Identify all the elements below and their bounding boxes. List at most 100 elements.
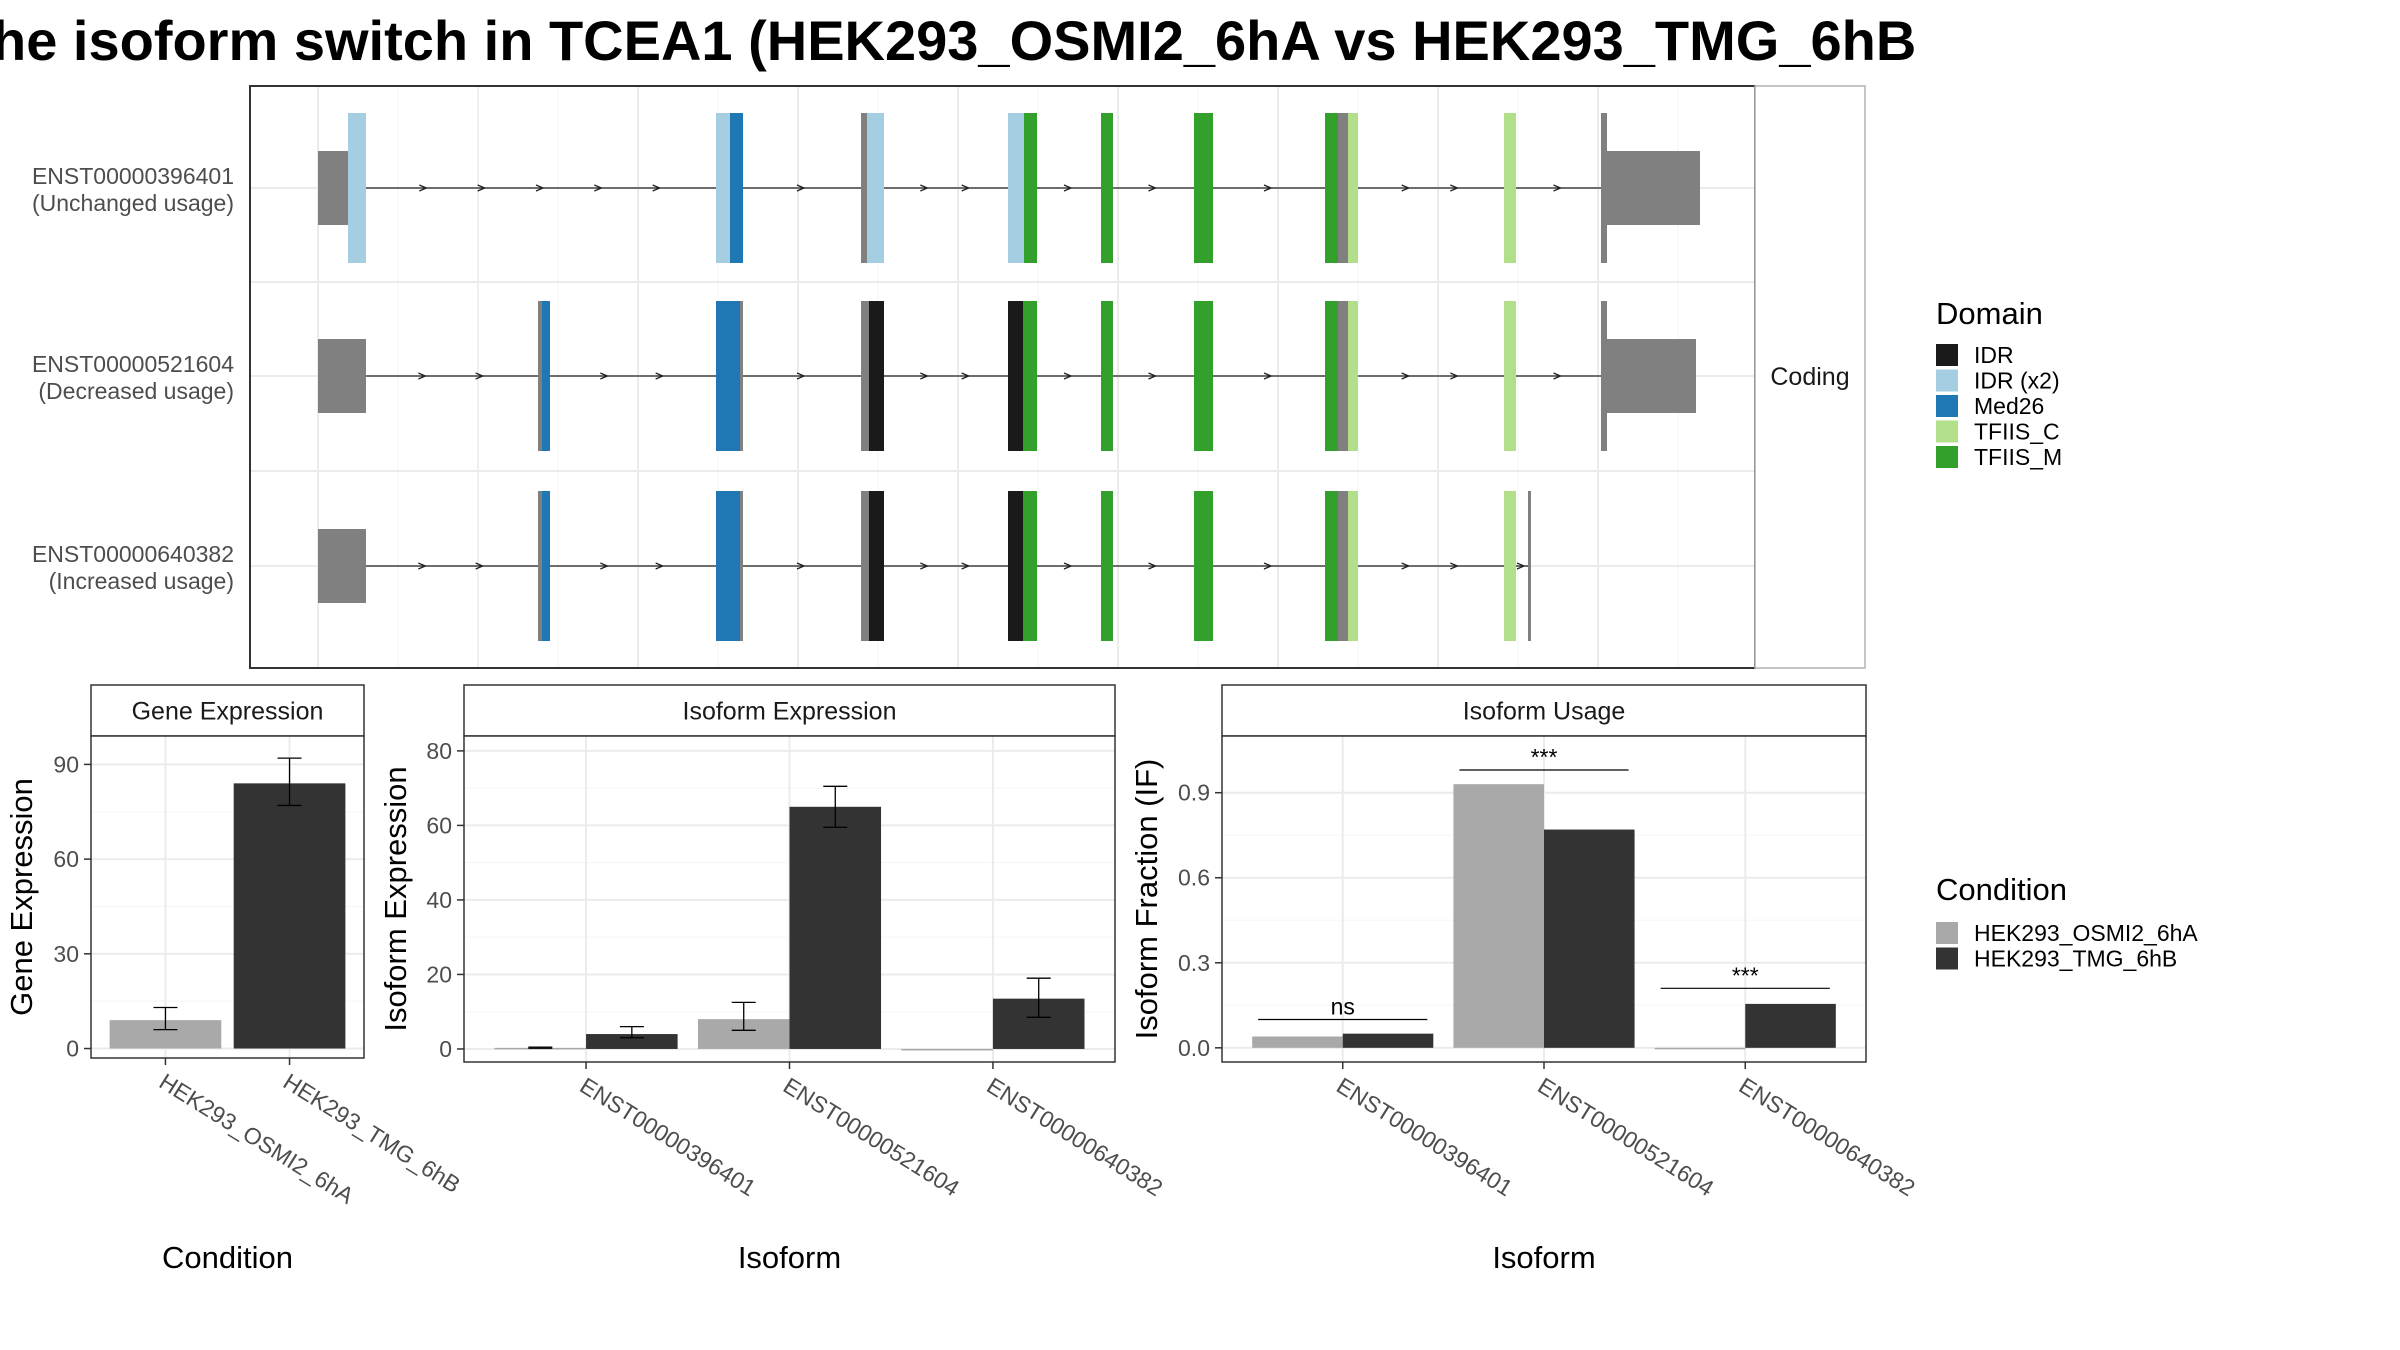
intron-arrow xyxy=(600,562,609,570)
intron-arrow xyxy=(1401,372,1411,380)
intron-arrow xyxy=(594,184,603,192)
domain-segment xyxy=(1194,491,1213,641)
domain-segment xyxy=(1348,113,1358,263)
y-axis-title: Isoform Expression xyxy=(378,766,413,1031)
exon-block xyxy=(1528,491,1531,641)
domain-segment xyxy=(716,301,740,451)
intron-arrow xyxy=(1401,562,1411,570)
isoform-track xyxy=(318,301,1696,451)
intron-arrow xyxy=(920,562,929,570)
isoform-id-label: ENST00000396401 xyxy=(32,163,234,189)
domain-segment xyxy=(730,113,743,263)
y-tick-label: 20 xyxy=(426,961,452,987)
intron-arrow xyxy=(418,562,427,570)
exon-block xyxy=(1607,339,1696,413)
legend-swatch xyxy=(1936,395,1958,417)
exon-block xyxy=(1607,151,1700,225)
legend-swatch xyxy=(1936,446,1958,468)
intron-arrow xyxy=(1148,562,1158,570)
facet-strip-coding xyxy=(1754,85,1866,669)
y-tick-label: 90 xyxy=(53,751,79,777)
y-tick-label: 0 xyxy=(66,1036,79,1062)
x-tick-label: ENST00000640382 xyxy=(982,1072,1167,1201)
isoform-track xyxy=(318,491,1531,641)
domain-segment xyxy=(1194,301,1213,451)
domain-segment xyxy=(1194,113,1213,263)
legend-label: HEK293_OSMI2_6hA xyxy=(1974,920,2198,946)
x-tick-label: ENST00000521604 xyxy=(1533,1072,1718,1201)
legend-label: HEK293_TMG_6hB xyxy=(1974,946,2177,972)
domain-segment xyxy=(1504,301,1516,451)
x-tick-label: ENST00000640382 xyxy=(1735,1072,1920,1201)
bar xyxy=(1252,1036,1343,1048)
intron-arrow xyxy=(418,372,427,380)
intron-arrow xyxy=(1148,372,1158,380)
legend-swatch xyxy=(1936,922,1958,944)
domain-segment xyxy=(1023,301,1037,451)
domain-segment xyxy=(1023,491,1037,641)
intron-arrow xyxy=(920,372,929,380)
isoform-usage-label: (Unchanged usage) xyxy=(32,190,234,216)
legend-title: Condition xyxy=(1936,872,2067,907)
domain-segment xyxy=(1348,491,1358,641)
intron-arrow xyxy=(1063,562,1073,570)
x-tick-label: ENST00000521604 xyxy=(779,1072,964,1201)
intron-arrow xyxy=(1263,372,1273,380)
isoform-usage-label: (Decreased usage) xyxy=(38,378,234,404)
x-tick-label: ENST00000396401 xyxy=(575,1072,760,1201)
domain-segment xyxy=(867,113,884,263)
legend-label: TFIIS_C xyxy=(1974,419,2060,445)
isoform-id-label: ENST00000521604 xyxy=(32,351,234,377)
panel-border xyxy=(90,735,365,1059)
intron-arrow xyxy=(475,372,485,380)
significance-label: *** xyxy=(1531,744,1558,770)
isoform-usage-panel: Isoform Usage ns *** *** 0.0 0.3 0.6 0.9 ENST000… xyxy=(1129,684,1920,1275)
intron-arrow xyxy=(535,184,545,192)
isoform-track xyxy=(318,113,1700,263)
domain-segment xyxy=(1101,491,1113,641)
intron-arrow xyxy=(1148,184,1158,192)
gene-expression-panel: Gene Expression0306090HEK293_OSMI2_6hAHE… xyxy=(4,684,465,1275)
domain-segment xyxy=(1325,491,1338,641)
domain-segment xyxy=(1008,113,1024,263)
y-tick-label: 30 xyxy=(53,941,79,967)
bar xyxy=(1453,784,1544,1048)
exon-block xyxy=(318,339,366,413)
domain-segment xyxy=(716,113,730,263)
y-tick-label: 80 xyxy=(426,738,452,764)
domain-segment xyxy=(1008,491,1023,641)
intron-arrow xyxy=(600,372,609,380)
intron-arrow xyxy=(1450,562,1459,570)
intron-arrow xyxy=(1516,562,1526,570)
figure-title: he isoform switch in TCEA1 (HEK293_OSMI2… xyxy=(0,9,1916,72)
domain-segment xyxy=(1325,301,1338,451)
legend-title: Domain xyxy=(1936,296,2043,331)
x-axis-title: Isoform xyxy=(738,1240,841,1275)
isoform-usage-label: (Increased usage) xyxy=(49,568,234,594)
isoform-id-label: ENST00000640382 xyxy=(32,541,234,567)
intron-arrow xyxy=(652,184,662,192)
intron-arrow xyxy=(1450,372,1459,380)
facet-label-coding: Coding xyxy=(1770,363,1849,391)
exon-block xyxy=(318,529,366,603)
domain-segment xyxy=(1325,113,1338,263)
bar xyxy=(789,806,882,1049)
intron-arrow xyxy=(961,562,971,570)
domain-segment xyxy=(869,491,884,641)
isoform-structure-panel: ENST00000396401(Unchanged usage) ENST0000… xyxy=(32,85,1866,669)
domain-segment xyxy=(1101,113,1113,263)
exon-block xyxy=(318,151,348,225)
legend-label: IDR xyxy=(1974,342,2014,368)
bar xyxy=(1544,829,1635,1048)
exon-block xyxy=(1601,113,1607,263)
domain-segment xyxy=(542,491,550,641)
intron-arrow xyxy=(475,562,485,570)
intron-arrow xyxy=(796,184,806,192)
isoform-expression-panel: Isoform Expression 0 20 40 60 80 ENST000003964… xyxy=(378,684,1167,1275)
intron-arrow xyxy=(1063,184,1073,192)
exon-block xyxy=(861,113,867,263)
panel-strip xyxy=(463,684,1116,737)
intron-arrow xyxy=(1063,372,1073,380)
